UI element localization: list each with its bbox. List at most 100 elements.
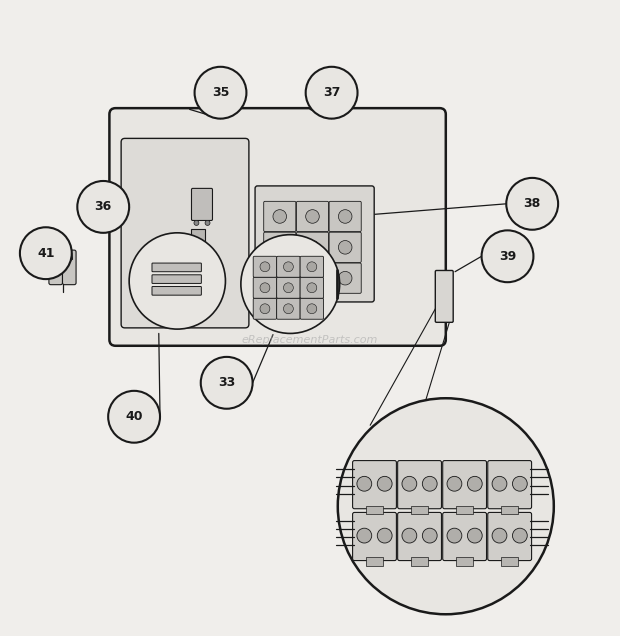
FancyBboxPatch shape	[253, 256, 277, 277]
FancyBboxPatch shape	[296, 263, 329, 293]
Circle shape	[339, 210, 352, 223]
Circle shape	[378, 476, 392, 491]
FancyBboxPatch shape	[49, 250, 63, 285]
FancyBboxPatch shape	[300, 256, 324, 277]
Circle shape	[273, 240, 286, 254]
Bar	[410, 506, 428, 515]
Circle shape	[339, 240, 352, 254]
Circle shape	[338, 398, 554, 614]
FancyBboxPatch shape	[255, 186, 374, 302]
FancyBboxPatch shape	[296, 232, 329, 263]
FancyBboxPatch shape	[443, 513, 487, 560]
Text: 37: 37	[323, 86, 340, 99]
FancyBboxPatch shape	[152, 275, 202, 284]
Circle shape	[66, 255, 73, 261]
Circle shape	[273, 272, 286, 285]
FancyBboxPatch shape	[329, 232, 361, 263]
Circle shape	[201, 357, 252, 409]
Circle shape	[20, 227, 72, 279]
FancyBboxPatch shape	[435, 270, 453, 322]
FancyBboxPatch shape	[397, 460, 441, 509]
Circle shape	[78, 181, 129, 233]
FancyBboxPatch shape	[63, 250, 76, 285]
Bar	[501, 558, 518, 566]
Circle shape	[467, 476, 482, 491]
Circle shape	[378, 529, 392, 543]
Circle shape	[306, 272, 319, 285]
FancyBboxPatch shape	[300, 277, 324, 298]
Text: eReplacementParts.com: eReplacementParts.com	[242, 335, 378, 345]
Circle shape	[339, 272, 352, 285]
FancyBboxPatch shape	[277, 277, 300, 298]
FancyBboxPatch shape	[277, 256, 300, 277]
Circle shape	[306, 210, 319, 223]
Text: 35: 35	[212, 86, 229, 99]
Bar	[366, 506, 383, 515]
Bar	[456, 506, 473, 515]
FancyBboxPatch shape	[192, 188, 213, 221]
FancyBboxPatch shape	[152, 263, 202, 272]
Circle shape	[195, 67, 246, 119]
FancyBboxPatch shape	[121, 139, 249, 328]
Circle shape	[422, 529, 437, 543]
FancyBboxPatch shape	[264, 232, 296, 263]
Circle shape	[283, 262, 293, 272]
Bar	[366, 558, 383, 566]
FancyBboxPatch shape	[277, 298, 300, 319]
FancyBboxPatch shape	[443, 460, 487, 509]
Circle shape	[357, 529, 372, 543]
Bar	[501, 506, 518, 515]
Circle shape	[357, 476, 372, 491]
FancyBboxPatch shape	[488, 513, 531, 560]
Bar	[410, 558, 428, 566]
Circle shape	[53, 255, 59, 261]
Circle shape	[194, 221, 199, 225]
Circle shape	[260, 304, 270, 314]
Circle shape	[241, 235, 340, 333]
FancyBboxPatch shape	[253, 277, 277, 298]
Text: 38: 38	[523, 197, 541, 211]
FancyBboxPatch shape	[353, 460, 396, 509]
Circle shape	[402, 476, 417, 491]
FancyBboxPatch shape	[488, 460, 531, 509]
Text: 40: 40	[125, 410, 143, 423]
FancyBboxPatch shape	[329, 202, 361, 232]
Circle shape	[205, 221, 210, 225]
Circle shape	[129, 233, 226, 329]
Circle shape	[513, 529, 527, 543]
Text: 36: 36	[95, 200, 112, 214]
Circle shape	[513, 476, 527, 491]
Circle shape	[482, 230, 533, 282]
Circle shape	[447, 476, 462, 491]
Circle shape	[492, 529, 507, 543]
FancyBboxPatch shape	[300, 298, 324, 319]
Circle shape	[260, 283, 270, 293]
FancyBboxPatch shape	[152, 287, 202, 295]
Circle shape	[447, 529, 462, 543]
FancyBboxPatch shape	[329, 263, 361, 293]
Text: 41: 41	[37, 247, 55, 259]
FancyBboxPatch shape	[264, 263, 296, 293]
Circle shape	[108, 391, 160, 443]
Circle shape	[283, 283, 293, 293]
FancyBboxPatch shape	[109, 108, 446, 346]
Bar	[456, 558, 473, 566]
Circle shape	[260, 262, 270, 272]
Circle shape	[283, 304, 293, 314]
FancyBboxPatch shape	[296, 202, 329, 232]
Text: 39: 39	[499, 250, 516, 263]
Circle shape	[507, 178, 558, 230]
Circle shape	[467, 529, 482, 543]
FancyBboxPatch shape	[397, 513, 441, 560]
Circle shape	[306, 240, 319, 254]
FancyBboxPatch shape	[253, 298, 277, 319]
FancyBboxPatch shape	[353, 513, 396, 560]
FancyBboxPatch shape	[264, 202, 296, 232]
Text: 33: 33	[218, 377, 236, 389]
Circle shape	[307, 283, 317, 293]
Circle shape	[307, 262, 317, 272]
Circle shape	[273, 210, 286, 223]
Circle shape	[307, 304, 317, 314]
Circle shape	[306, 67, 358, 119]
Circle shape	[402, 529, 417, 543]
